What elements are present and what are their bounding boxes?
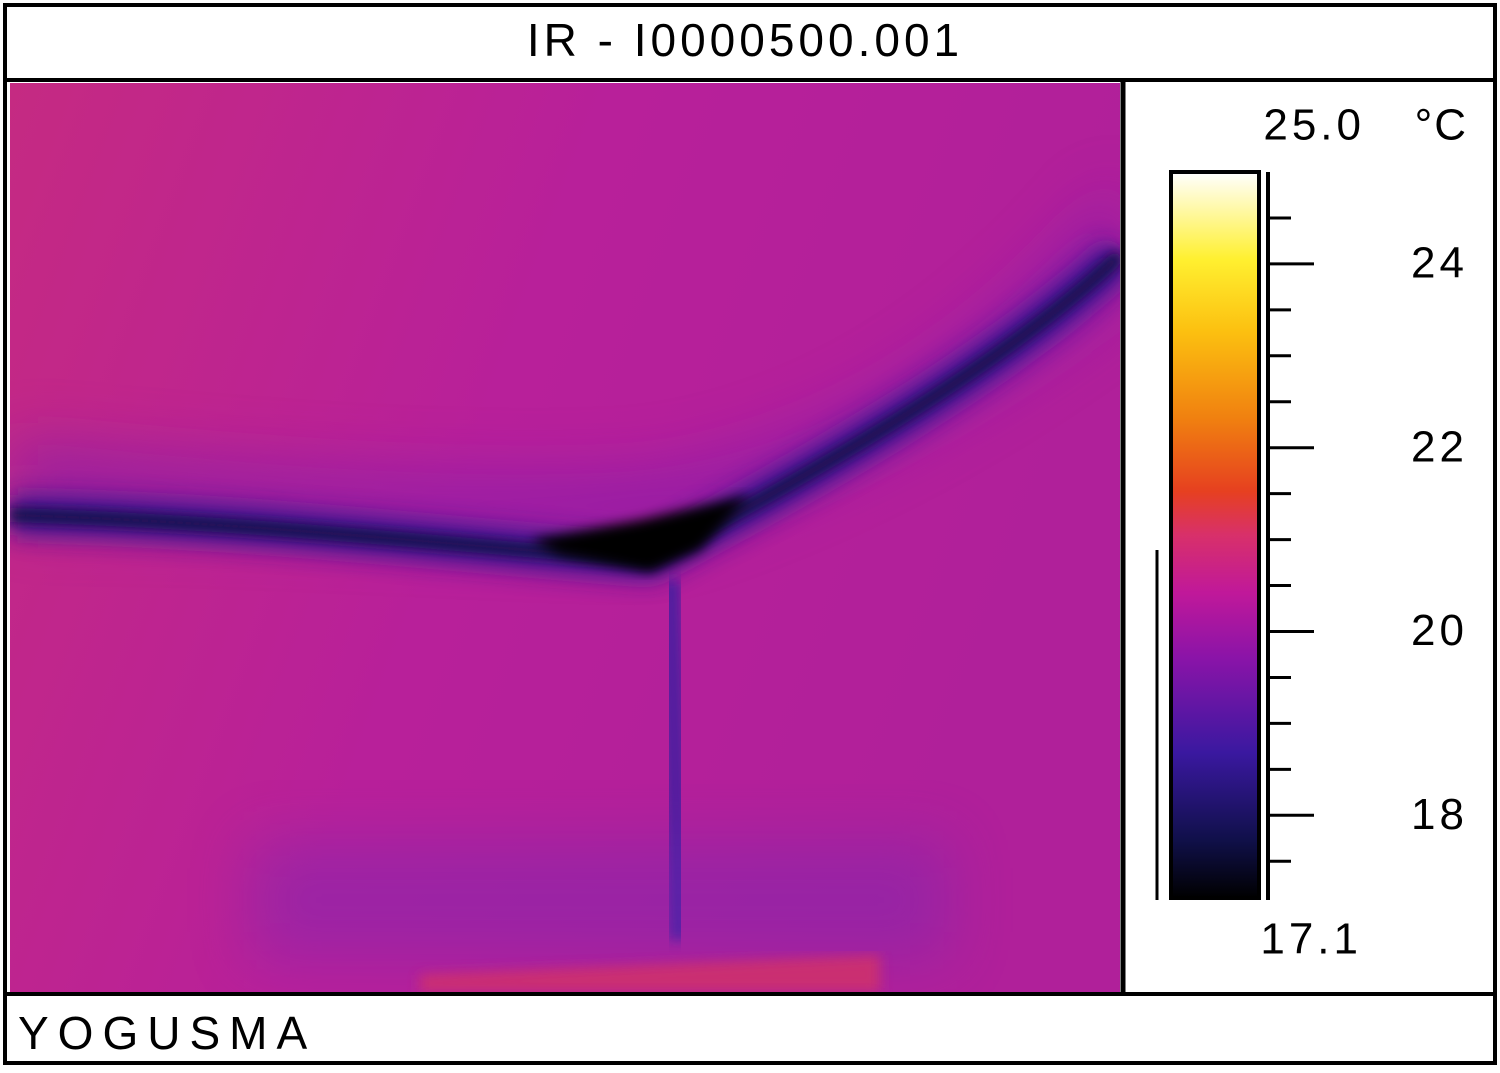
tick-label: 18: [1411, 790, 1468, 839]
scale-min: 17.1: [1260, 915, 1362, 964]
title: IR - I0000500.001: [527, 14, 963, 66]
tick-label: 24: [1411, 239, 1468, 288]
color-scale: [1169, 170, 1261, 900]
footer-text: YOGUSMA: [18, 1007, 316, 1059]
unit: °C: [1415, 101, 1468, 150]
tick-label: 20: [1411, 606, 1468, 655]
thermal-image: [10, 83, 1120, 992]
scale-max: 25.0: [1263, 101, 1365, 150]
frame: [3, 3, 1497, 1065]
tick-label: 22: [1411, 422, 1468, 471]
